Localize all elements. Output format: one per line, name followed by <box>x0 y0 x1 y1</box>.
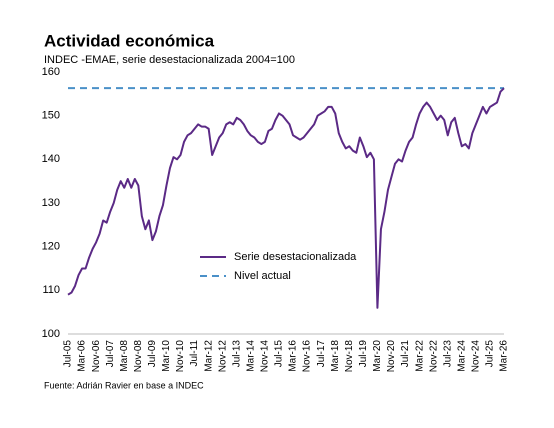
legend-label: Serie desestacionalizada <box>234 251 357 263</box>
x-tick-label: Jul-19 <box>358 340 369 368</box>
y-tick-label: 100 <box>42 328 60 340</box>
y-tick-label: 160 <box>42 66 60 78</box>
x-tick-label: Mar-22 <box>414 340 425 372</box>
y-tick-label: 120 <box>42 241 60 253</box>
x-tick-label: Mar-24 <box>456 340 467 372</box>
x-tick-label: Nov-14 <box>260 340 271 373</box>
x-tick-label: Jul-07 <box>105 340 116 368</box>
x-tick-label: Jul-23 <box>442 340 453 368</box>
x-tick-label: Jul-13 <box>231 340 242 368</box>
x-tick-label: Nov-24 <box>471 340 482 373</box>
x-tick-label: Mar-14 <box>245 340 256 372</box>
x-tick-label: Nov-16 <box>302 340 313 373</box>
x-tick-label: Mar-18 <box>330 340 341 372</box>
x-tick-label: Nov-22 <box>428 340 439 373</box>
x-tick-label: Jul-09 <box>147 340 158 368</box>
x-tick-label: Mar-16 <box>288 340 299 372</box>
x-tick-label: Mar-20 <box>372 340 383 372</box>
y-tick-label: 110 <box>42 284 60 296</box>
x-tick-label: Mar-08 <box>119 340 130 372</box>
y-tick-label: 130 <box>42 197 60 209</box>
y-tick-label: 140 <box>42 153 60 165</box>
x-tick-label: Mar-06 <box>77 340 88 372</box>
x-tick-label: Nov-12 <box>217 340 228 373</box>
data-line <box>67 87 505 309</box>
x-tick-label: Mar-10 <box>161 340 172 372</box>
x-tick-label: Jul-15 <box>274 340 285 368</box>
x-tick-label: Nov-06 <box>91 340 102 373</box>
chart-subtitle: INDEC -EMAE, serie desestacionalizada 20… <box>44 54 295 66</box>
x-tick-label: Jul-05 <box>63 340 74 368</box>
x-tick-label: Jul-17 <box>316 340 327 368</box>
x-tick-label: Mar-12 <box>203 340 214 372</box>
x-tick-label: Nov-20 <box>386 340 397 373</box>
legend-label: Nivel actual <box>234 270 291 282</box>
x-tick-label: Jul-25 <box>485 340 496 368</box>
x-tick-label: Mar-26 <box>499 340 510 372</box>
x-tick-label: Jul-21 <box>400 340 411 368</box>
x-tick-label: Jul-11 <box>189 340 200 367</box>
y-tick-label: 150 <box>42 110 60 122</box>
x-tick-label: Nov-08 <box>133 340 144 373</box>
source-note: Fuente: Adrián Ravier en base a INDEC <box>44 380 204 390</box>
x-tick-label: Nov-10 <box>175 340 186 373</box>
x-tick-label: Nov-18 <box>344 340 355 373</box>
chart-title: Actividad económica <box>44 31 215 50</box>
